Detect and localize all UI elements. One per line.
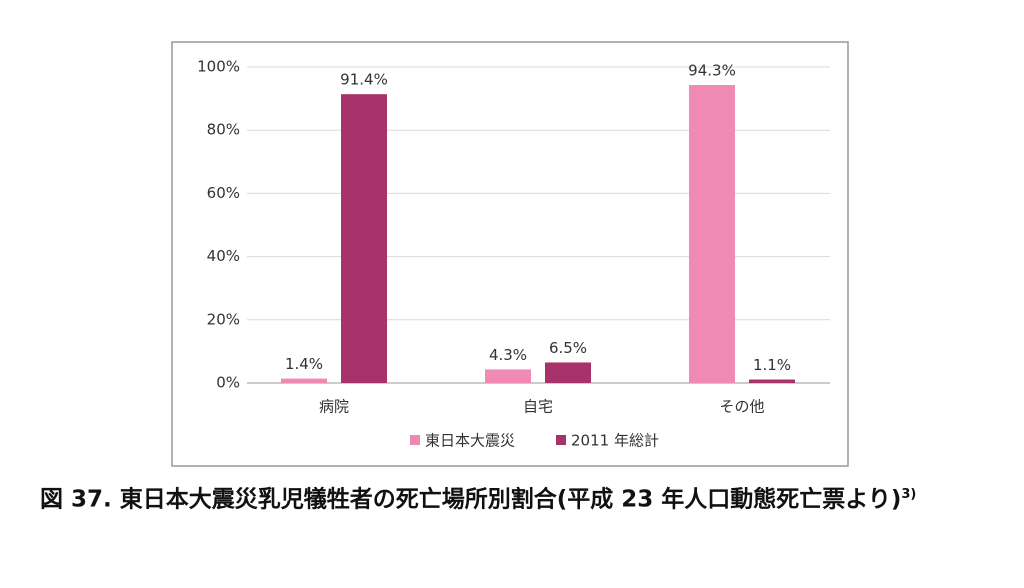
legend-swatch bbox=[410, 435, 420, 445]
bar bbox=[689, 85, 735, 384]
caption-text: 図 37. 東日本大震災乳児犠牲者の死亡場所別割合(平成 23 年人口動態死亡票… bbox=[40, 486, 902, 513]
value-label: 91.4% bbox=[340, 71, 388, 89]
value-label: 6.5% bbox=[549, 339, 587, 357]
x-tick-label: 病院 bbox=[319, 398, 349, 416]
legend-swatch bbox=[556, 435, 566, 445]
bar bbox=[341, 94, 387, 384]
legend-label: 東日本大震災 bbox=[425, 432, 515, 450]
value-label: 94.3% bbox=[688, 62, 736, 80]
value-label: 4.3% bbox=[489, 346, 527, 364]
y-tick-label: 20% bbox=[207, 310, 240, 328]
value-label: 1.1% bbox=[753, 356, 791, 374]
bar bbox=[485, 369, 531, 383]
bar bbox=[545, 362, 591, 383]
bar bbox=[281, 378, 327, 383]
y-tick-label: 40% bbox=[207, 247, 240, 265]
y-tick-label: 0% bbox=[216, 374, 240, 392]
value-label: 1.4% bbox=[285, 355, 323, 373]
x-tick-label: その他 bbox=[719, 398, 764, 416]
caption: 図 37. 東日本大震災乳児犠牲者の死亡場所別割合(平成 23 年人口動態死亡票… bbox=[40, 478, 990, 517]
y-tick-label: 80% bbox=[207, 121, 240, 139]
bar bbox=[749, 379, 795, 383]
y-tick-label: 100% bbox=[197, 58, 240, 76]
caption-note: 3) bbox=[901, 487, 917, 502]
y-tick-label: 60% bbox=[207, 184, 240, 202]
chart-frame bbox=[171, 41, 849, 467]
x-tick-label: 自宅 bbox=[523, 398, 553, 416]
legend-label: 2011 年総計 bbox=[571, 432, 659, 450]
